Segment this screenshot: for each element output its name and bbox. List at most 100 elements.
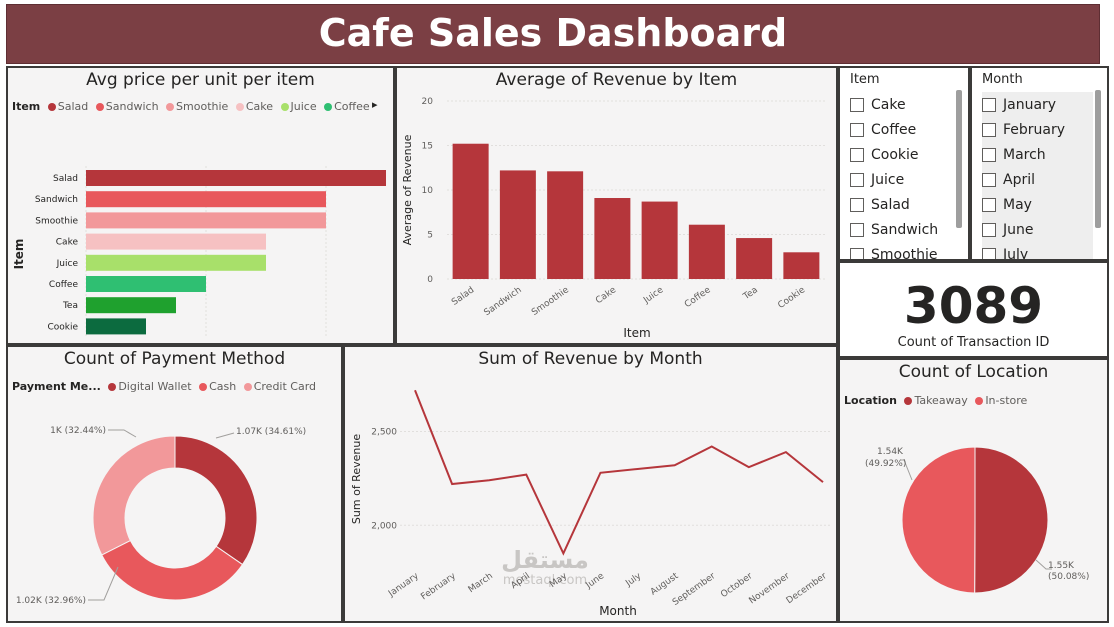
legend-item[interactable]: Takeaway [904, 394, 968, 407]
legend-item[interactable]: Credit Card [243, 380, 316, 393]
legend-item[interactable]: Salad [47, 100, 88, 113]
watermark: مستقل mostaql.com [501, 546, 589, 588]
checkbox[interactable] [850, 147, 864, 162]
donut-slice [101, 539, 244, 601]
price-chart-panel[interactable]: Avg price per unit per item Item Salad S… [6, 66, 395, 345]
slicer-option-salad[interactable]: Salad [850, 192, 954, 217]
checkbox[interactable] [982, 97, 996, 112]
bar [86, 170, 386, 186]
y-axis-title: Sum of Revenue [350, 434, 363, 524]
checkbox[interactable] [982, 147, 996, 162]
checkbox[interactable] [982, 222, 996, 237]
legend-item[interactable]: Smoothie [166, 100, 228, 113]
slicer-option-february[interactable]: February [982, 117, 1093, 142]
slicer-option-june[interactable]: June [982, 217, 1093, 242]
legend-item[interactable]: Sandwich [95, 100, 159, 113]
legend-next-icon[interactable]: ▸ [372, 98, 378, 111]
checkbox[interactable] [982, 247, 996, 259]
checkbox[interactable] [982, 172, 996, 187]
bar [86, 233, 266, 250]
x-tick-label: Cookie [776, 285, 807, 311]
x-axis-title: Month [599, 604, 637, 618]
x-tick-label: November [748, 571, 792, 606]
price-chart-legend: Item Salad Sandwich Smoothie Cake Juice … [12, 100, 374, 113]
checkbox[interactable] [982, 122, 996, 137]
x-tick-label: February [419, 571, 458, 602]
leader-line [88, 566, 119, 601]
x-tick-label: August [649, 571, 681, 598]
data-label: 1.54K [877, 447, 904, 457]
leader-line [215, 432, 235, 439]
checkbox[interactable] [982, 197, 996, 212]
price-chart-title: Avg price per unit per item [86, 70, 315, 90]
slicer-option-juice[interactable]: Juice [850, 167, 954, 192]
legend-item[interactable]: Juice [280, 100, 317, 113]
payment-chart-title: Count of Payment Method [63, 349, 286, 369]
slicer-option-january[interactable]: January [982, 92, 1093, 117]
checkbox[interactable] [850, 97, 864, 112]
y-axis-title: Item [12, 239, 26, 270]
slicer-option-april[interactable]: April [982, 167, 1093, 192]
month-slicer-header: Month [982, 72, 1023, 87]
legend-title: Item [12, 100, 41, 113]
y-tick-label: Cake [56, 238, 79, 248]
bar [783, 252, 820, 279]
slicer-option-smoothie[interactable]: Smoothie [850, 242, 954, 259]
transaction-count-card[interactable]: 3089 Count of Transaction ID [838, 261, 1109, 358]
x-tick-label: June [584, 571, 607, 591]
slicer-option-july[interactable]: July [982, 242, 1093, 259]
y-tick-label: Cookie [47, 322, 78, 332]
y-tick-label: Coffee [49, 280, 79, 290]
dashboard-header: Cafe Sales Dashboard [6, 4, 1100, 64]
legend-item[interactable]: In-store [975, 394, 1027, 407]
x-tick-label: Salad [450, 285, 476, 308]
legend-item[interactable]: Coffee [324, 100, 370, 113]
y-tick-label: 15 [422, 142, 433, 152]
item-slicer-header: Item [850, 72, 880, 87]
item-slicer[interactable]: Item Cake Coffee Cookie Juice Salad Sand… [838, 66, 970, 261]
legend-item[interactable]: Cake [235, 100, 273, 113]
x-tick-label: Sandwich [482, 285, 523, 318]
checkbox[interactable] [850, 122, 864, 137]
bar [86, 212, 326, 229]
payment-chart-legend: Payment Me... Digital Wallet Cash Credit… [12, 380, 320, 393]
pie-slice [974, 446, 1049, 594]
bar [641, 201, 678, 279]
data-label: 1K (32.44%) [50, 426, 106, 436]
x-tick-label: April [509, 571, 532, 591]
checkbox[interactable] [850, 222, 864, 237]
location-chart-panel[interactable]: Count of Location Location Takeaway In-s… [838, 358, 1109, 623]
y-tick-label: 5 [427, 231, 433, 241]
legend-item[interactable]: Digital Wallet [108, 380, 192, 393]
revenue-item-panel[interactable]: Average of Revenue by Item 0 5 10 15 20 Salad… [395, 66, 838, 345]
slicer-option-may[interactable]: May [982, 192, 1093, 217]
payment-chart-panel[interactable]: Count of Payment Method Payment Me... Di… [6, 345, 343, 623]
checkbox[interactable] [850, 197, 864, 212]
slicer-option-coffee[interactable]: Coffee [850, 117, 954, 142]
month-chart-title: Sum of Revenue by Month [478, 349, 703, 369]
y-tick-label: Juice [56, 259, 79, 269]
legend-title: Location [844, 394, 897, 407]
x-tick-label: May [548, 571, 570, 590]
x-tick-label: Coffee [683, 285, 713, 310]
slicer-option-cake[interactable]: Cake [850, 92, 954, 117]
checkbox[interactable] [850, 247, 864, 259]
y-tick-label: Smoothie [35, 216, 78, 226]
month-chart-panel[interactable]: Sum of Revenue by Month مستقل mostaql.co… [343, 345, 838, 623]
y-tick-label: 20 [422, 97, 434, 107]
bar [86, 318, 146, 335]
bar [736, 238, 773, 279]
slicer-option-march[interactable]: March [982, 142, 1093, 167]
legend-item[interactable]: Cash [199, 380, 236, 393]
scrollbar[interactable] [1095, 90, 1101, 228]
month-slicer[interactable]: Month January February March April May J… [970, 66, 1109, 261]
scrollbar[interactable] [956, 90, 962, 228]
checkbox[interactable] [850, 172, 864, 187]
slicer-option-cookie[interactable]: Cookie [850, 142, 954, 167]
price-bar-chart: 024SaladSandwichSmoothieCakeJuiceCoffeeT… [12, 166, 386, 338]
donut-slice [174, 435, 258, 566]
slicer-option-sandwich[interactable]: Sandwich [850, 217, 954, 242]
location-chart-legend: Location Takeaway In-store [844, 394, 1031, 407]
x-tick-label: December [785, 571, 829, 606]
data-label: 1.55K [1048, 561, 1075, 571]
